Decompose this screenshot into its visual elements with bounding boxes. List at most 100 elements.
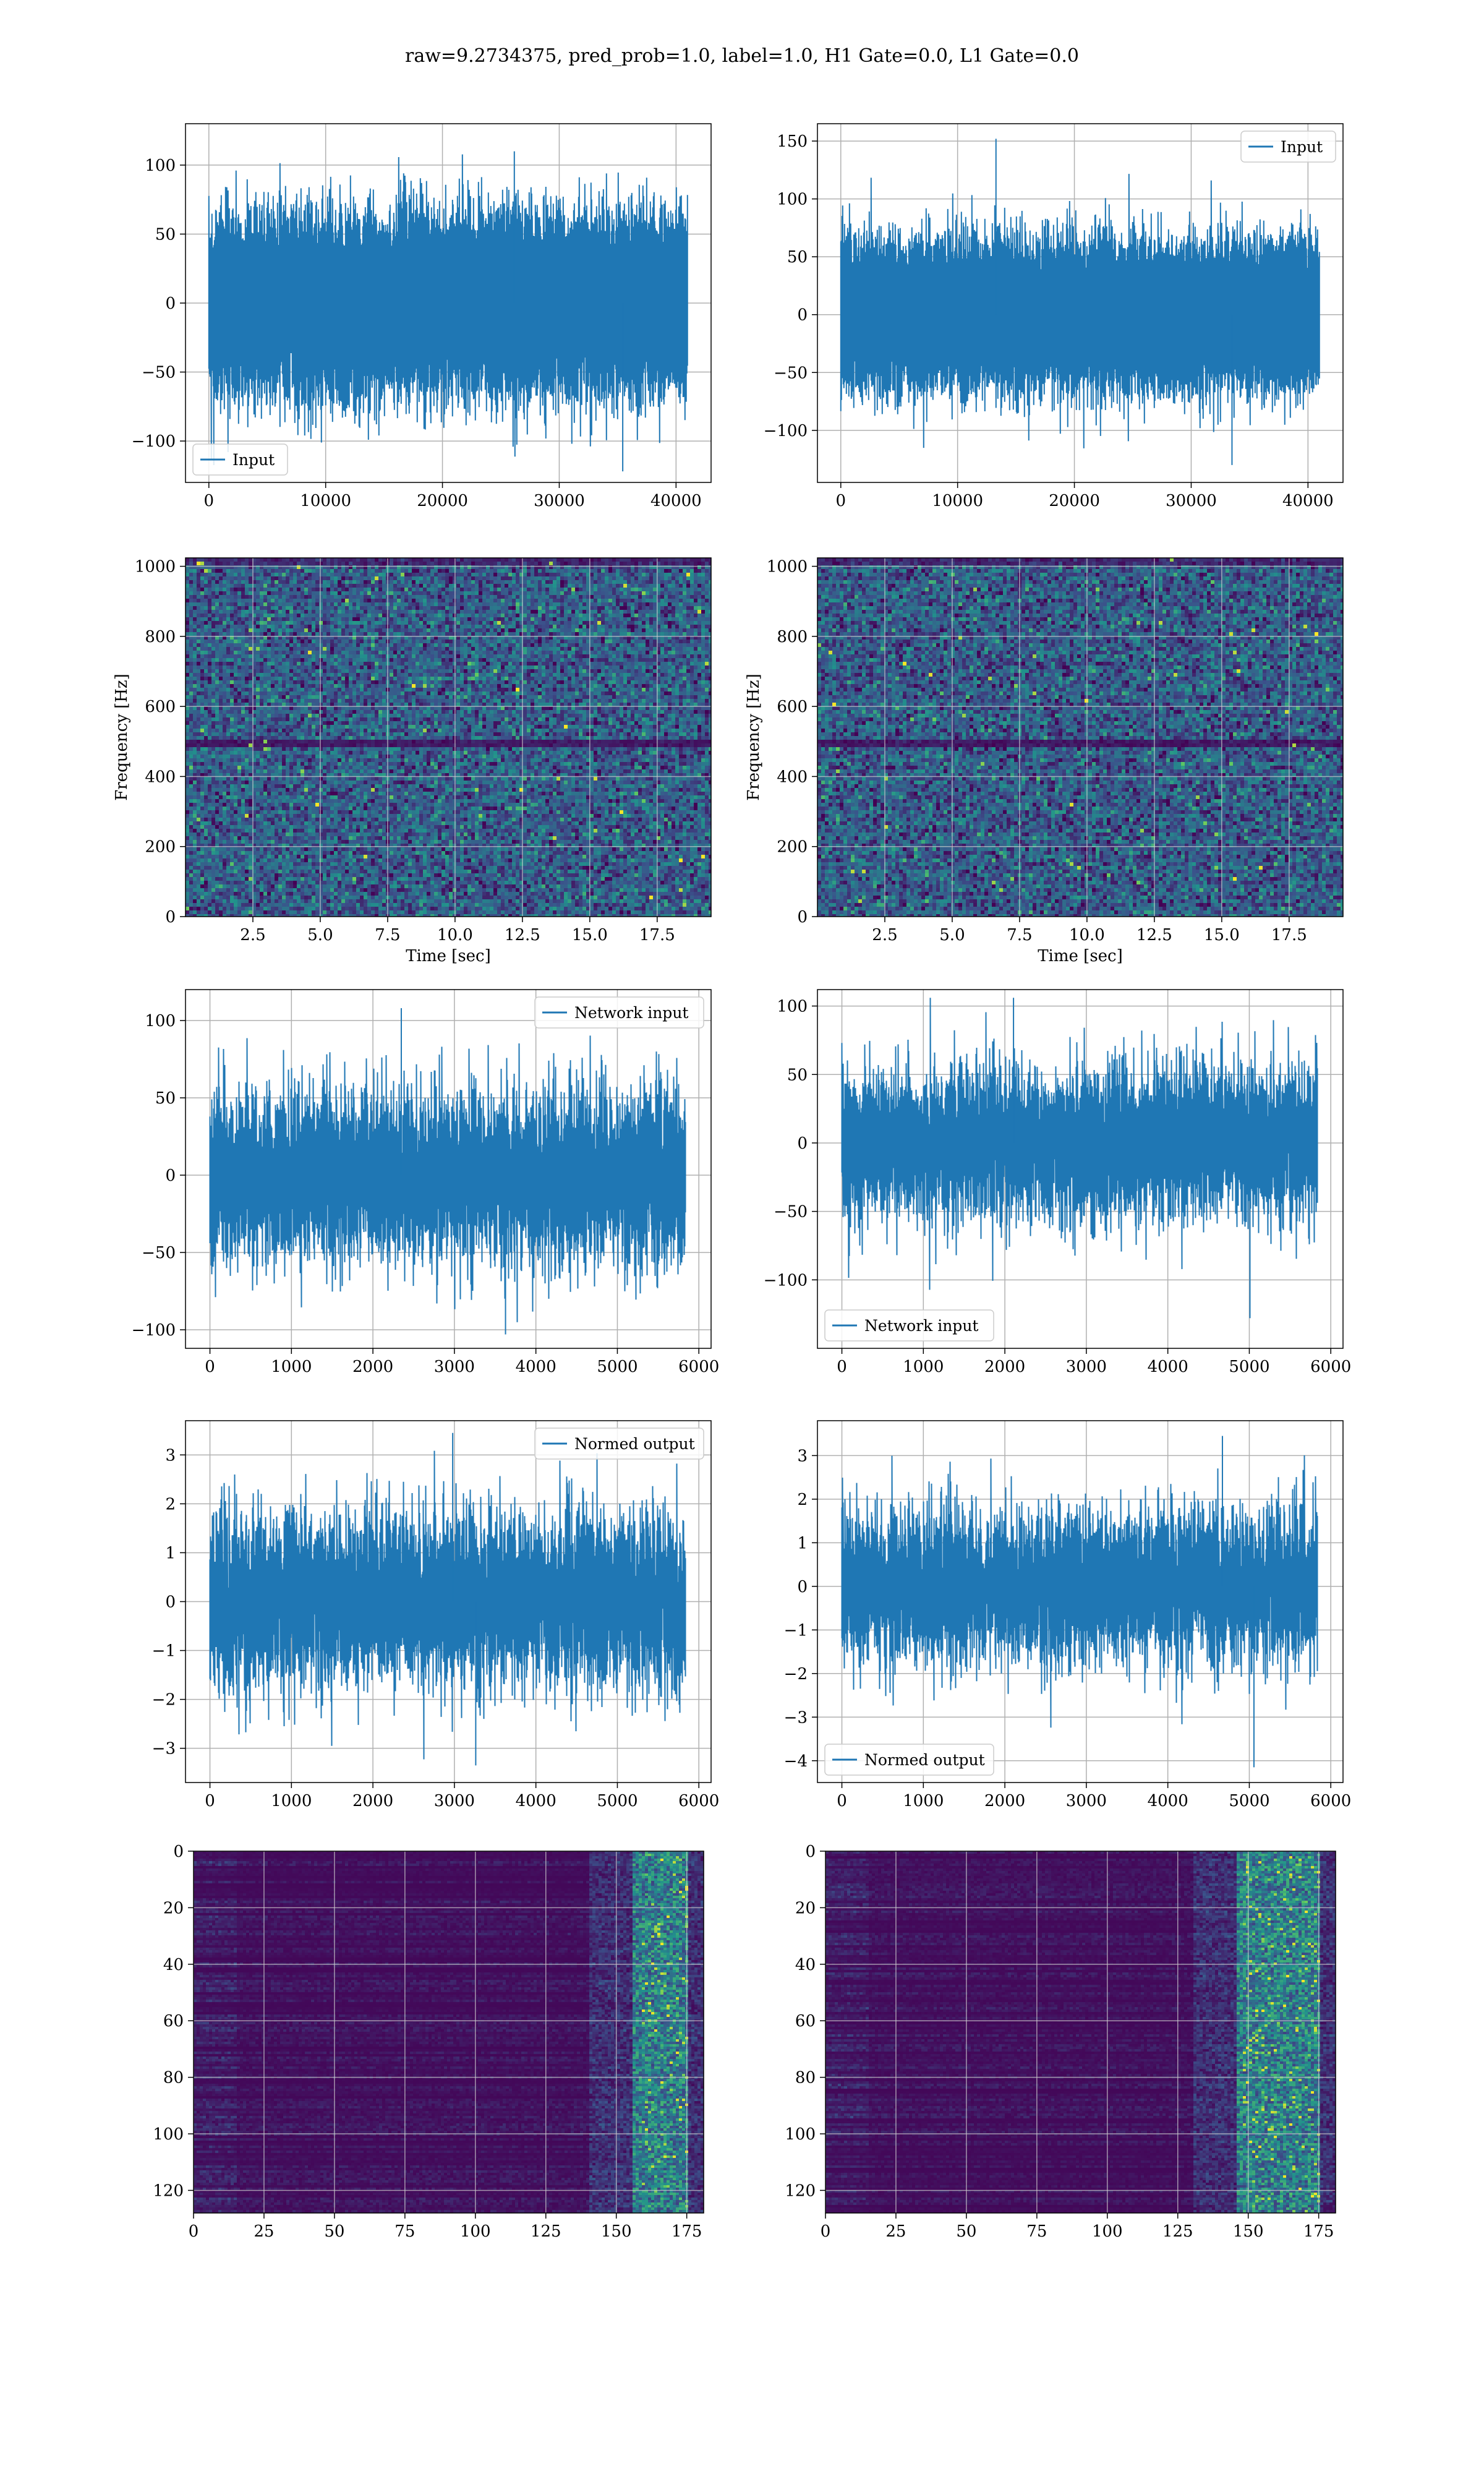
heatmap-cell (378, 576, 383, 581)
heatmap-cell (308, 591, 312, 596)
heatmap-cell (531, 680, 535, 685)
heatmap-cell (382, 651, 386, 655)
heatmap-cell (545, 569, 550, 573)
heatmap-cell (675, 628, 680, 633)
heatmap-cell (427, 602, 431, 607)
heatmap-cell (256, 640, 260, 644)
heatmap-cell (378, 662, 383, 666)
heatmap-cell (438, 673, 442, 677)
heatmap-cell (278, 591, 283, 596)
heatmap-cell (612, 632, 616, 636)
heatmap-cell (401, 666, 405, 670)
heatmap-cell (338, 669, 342, 674)
heatmap-cell (271, 599, 275, 603)
heatmap-cell (575, 658, 579, 662)
heatmap-cell (560, 658, 565, 662)
heatmap-cell (579, 591, 583, 596)
heatmap-cell (556, 576, 561, 581)
heatmap-cell (527, 584, 531, 588)
heatmap-cell (245, 640, 249, 644)
heatmap-cell (501, 610, 505, 614)
heatmap-cell (308, 599, 312, 603)
heatmap-cell (271, 573, 275, 577)
heatmap-cell (608, 606, 613, 610)
heatmap-cell (397, 628, 401, 633)
heatmap-cell (345, 580, 349, 584)
heatmap-cell (601, 673, 605, 677)
heatmap-cell (445, 662, 450, 666)
heatmap-cell (319, 662, 323, 666)
heatmap-cell (211, 599, 216, 603)
heatmap-cell (226, 669, 231, 674)
heatmap-cell (289, 662, 294, 666)
heatmap-cell (200, 662, 205, 666)
heatmap-cell (686, 654, 691, 659)
heatmap-cell (401, 591, 405, 596)
heatmap-cell (705, 588, 709, 592)
heatmap-cell (594, 580, 598, 584)
heatmap-cell (672, 658, 676, 662)
heatmap-cell (701, 573, 706, 577)
heatmap-cell (560, 599, 565, 603)
heatmap-cell (508, 617, 513, 622)
heatmap-cell (490, 617, 494, 622)
heatmap-cell (275, 614, 279, 618)
heatmap-cell (464, 614, 468, 618)
heatmap-cell (297, 610, 301, 614)
heatmap-cell (197, 647, 201, 651)
heatmap-cell (467, 621, 472, 625)
heatmap-cell (230, 599, 234, 603)
heatmap-cell (356, 569, 360, 573)
heatmap-cell (605, 576, 609, 581)
heatmap-cell (646, 673, 650, 677)
heatmap-cell (697, 591, 702, 596)
heatmap-cell (668, 666, 672, 670)
heatmap-cell (490, 614, 494, 618)
heatmap-cell (664, 654, 668, 659)
heatmap-cell (378, 588, 383, 592)
heatmap-cell (501, 569, 505, 573)
heatmap-cell (271, 669, 275, 674)
heatmap-cell (493, 673, 498, 677)
heatmap-cell (404, 617, 409, 622)
heatmap-cell (234, 625, 238, 629)
heatmap-cell (223, 614, 227, 618)
heatmap-cell (267, 684, 271, 688)
heatmap-cell (582, 647, 587, 651)
heatmap-cell (479, 591, 483, 596)
heatmap-cell (516, 591, 520, 596)
heatmap-cell (538, 610, 542, 614)
heatmap-cell (575, 640, 579, 644)
heatmap-cell (204, 684, 208, 688)
heatmap-cell (553, 628, 557, 633)
heatmap-cell (315, 580, 320, 584)
heatmap-cell (271, 651, 275, 655)
heatmap-cell (226, 625, 231, 629)
heatmap-cell (490, 562, 494, 566)
heatmap-cell (597, 599, 602, 603)
heatmap-cell (668, 599, 672, 603)
heatmap-cell (423, 628, 427, 633)
heatmap-cell (319, 621, 323, 625)
heatmap-cell (419, 558, 424, 562)
heatmap-cell (638, 606, 642, 610)
heatmap-cell (683, 680, 687, 685)
heatmap-cell (260, 617, 264, 622)
heatmap-cell (234, 617, 238, 622)
heatmap-cell (512, 562, 516, 566)
heatmap-cell (364, 573, 368, 577)
heatmap-cell (505, 662, 509, 666)
heatmap-cell (683, 658, 687, 662)
heatmap-cell (490, 662, 494, 666)
heatmap-cell (608, 595, 613, 599)
heatmap-cell (501, 628, 505, 633)
heatmap-cell (375, 632, 379, 636)
heatmap-cell (556, 606, 561, 610)
heatmap-cell (245, 569, 249, 573)
heatmap-cell (579, 654, 583, 659)
heatmap-cell (430, 617, 435, 622)
heatmap-cell (605, 625, 609, 629)
heatmap-cell (623, 591, 628, 596)
heatmap-cell (408, 617, 412, 622)
heatmap-cell (608, 625, 613, 629)
